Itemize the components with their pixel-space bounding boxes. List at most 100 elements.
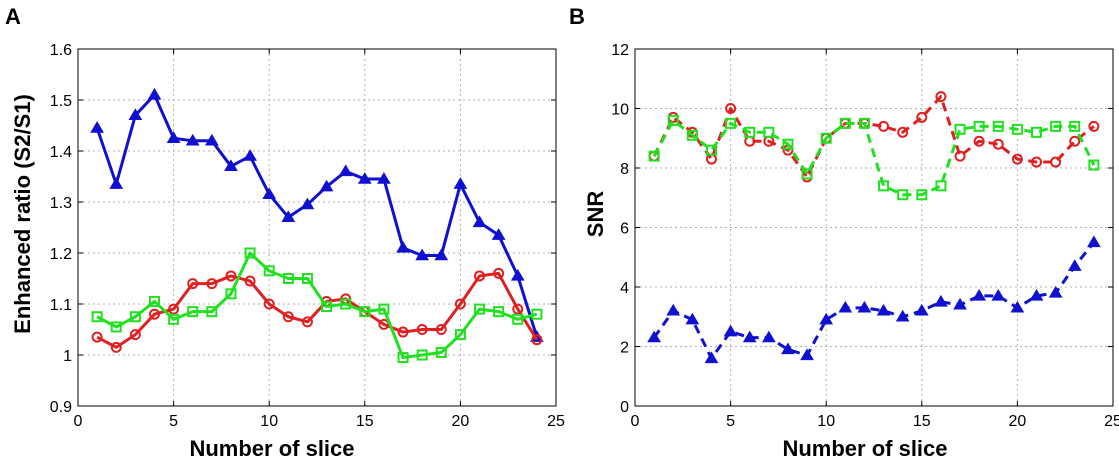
panel-b-point-red: [1069, 135, 1081, 147]
panel-a-point-red: [168, 303, 180, 315]
panel-b-point-blue: [723, 324, 738, 337]
panel-a-point-red: [301, 316, 313, 328]
panel-b-point-blue: [1067, 259, 1082, 271]
panel-b-point-green: [916, 189, 928, 201]
panel-b-point-green: [935, 180, 947, 192]
panel-b-point-blue: [685, 312, 700, 325]
panel-a-point-blue: [109, 177, 124, 189]
panel-b-plot-area: [635, 49, 1113, 406]
panel-a-point-blue: [453, 177, 468, 189]
panel-b-point-green: [782, 138, 794, 150]
panel-a-point-green: [301, 273, 313, 284]
panel-b-ytick-label: 4: [620, 280, 629, 297]
panel-a-point-blue: [300, 197, 315, 210]
panel-b-point-blue: [742, 330, 757, 343]
panel-b-point-green: [954, 123, 966, 135]
panel-a-label: A: [5, 4, 21, 29]
panel-a-point-green: [359, 306, 371, 318]
panel-a-series-blue: [90, 87, 544, 342]
panel-b-ytick-label: 12: [611, 42, 629, 59]
panel-a-point-green: [282, 273, 294, 284]
panel-a-point-green: [435, 346, 447, 358]
panel-a-point-red: [416, 324, 428, 335]
panel-a-ytick-label: 0.9: [50, 399, 72, 416]
panel-a-point-green: [397, 352, 409, 364]
panel-b-point-red: [935, 91, 947, 103]
panel-b-point-blue: [781, 342, 795, 355]
panel-a-point-green: [378, 303, 390, 315]
panel-a-point-red: [263, 298, 275, 310]
panel-a-point-red: [225, 270, 237, 282]
panel-a-xtick-label: 15: [356, 413, 374, 430]
panel-b-point-blue: [1029, 288, 1044, 301]
panel-a-ytick-label: 1.3: [50, 195, 72, 212]
panel-b-point-blue: [647, 330, 661, 343]
panel-a-xtick-label: 25: [547, 413, 565, 430]
panel-b-point-green: [973, 120, 985, 132]
panel-a-plot-area: [78, 49, 556, 406]
panel-a-ytick-label: 1: [63, 348, 72, 365]
panel-b-point-blue: [1087, 235, 1101, 248]
panel-b-chart: B Number of slice SNR 0 5 10 15 20 25 0 2 4 6 8 10 1…: [569, 4, 1119, 461]
panel-b-series-green: [648, 114, 1100, 201]
panel-b-point-red: [1050, 156, 1062, 168]
panel-b-point-green: [801, 168, 813, 180]
panel-b-ytick-label: 6: [620, 221, 629, 238]
panel-a-point-green: [416, 349, 428, 361]
panel-b-point-blue: [914, 303, 929, 316]
panel-a-point-red: [474, 270, 486, 282]
panel-a-point-blue: [128, 108, 143, 120]
panel-b-point-green: [1088, 159, 1100, 171]
panel-b-point-green: [878, 180, 890, 192]
panel-a-ytick-label: 1.2: [50, 246, 72, 263]
panel-a-point-red: [454, 298, 466, 310]
panel-a-point-red: [493, 267, 505, 279]
panel-b-xlabel: Number of slice: [782, 436, 947, 461]
panel-a-ytick-label: 1.1: [50, 297, 72, 314]
panel-a-ytick-label: 1.6: [50, 42, 72, 59]
panel-b-point-green: [705, 144, 717, 156]
panel-b-point-green: [686, 129, 698, 141]
panel-a-point-green: [454, 329, 466, 341]
panel-a-line-blue: [95, 93, 539, 338]
panel-b-point-blue: [857, 300, 872, 313]
panel-b-point-green: [763, 126, 775, 138]
panel-b-line-red: [652, 95, 1095, 179]
panel-b-point-red: [1031, 156, 1043, 168]
panel-a-point-red: [91, 331, 103, 343]
panel-a-point-red: [282, 311, 294, 323]
panel-a-point-red: [531, 334, 543, 346]
panel-b-ytick-label: 8: [620, 161, 629, 178]
panel-a-point-blue: [377, 172, 391, 184]
panel-b-point-red: [897, 126, 909, 138]
panel-b-point-blue: [666, 303, 681, 316]
panel-a-ytick-label: 1.5: [50, 93, 72, 110]
panel-a-series-red: [91, 267, 543, 353]
panel-a-point-green: [321, 301, 333, 313]
panel-a-point-blue: [204, 133, 219, 146]
panel-b-point-green: [897, 189, 909, 201]
panel-a-point-blue: [262, 187, 277, 200]
panel-b-point-green: [1031, 126, 1043, 138]
panel-a-line-red: [96, 271, 539, 349]
panel-a-point-green: [168, 313, 180, 325]
panel-b-series-blue: [647, 235, 1101, 364]
panel-b-point-green: [1050, 120, 1062, 132]
panel-b-point-green: [744, 126, 756, 138]
panel-b-xtick-label: 0: [631, 413, 640, 430]
panel-a-point-green: [91, 311, 103, 323]
panel-b-xtick-label: 15: [913, 413, 931, 430]
panel-b-point-green: [858, 117, 870, 129]
panel-a-point-blue: [90, 121, 104, 133]
panel-a-point-blue: [472, 215, 487, 228]
panel-a-point-blue: [338, 164, 353, 177]
panel-a-point-red: [397, 326, 409, 338]
panel-a-chart: A Number of slice Enhanced ratio (S2/S1)…: [5, 4, 565, 461]
panel-a-point-green: [474, 303, 486, 315]
panel-b-point-blue: [1010, 300, 1025, 313]
panel-a-point-green: [531, 308, 543, 320]
panel-b-point-red: [878, 120, 890, 132]
panel-b-point-green: [667, 114, 679, 126]
panel-b-point-red: [973, 135, 985, 147]
